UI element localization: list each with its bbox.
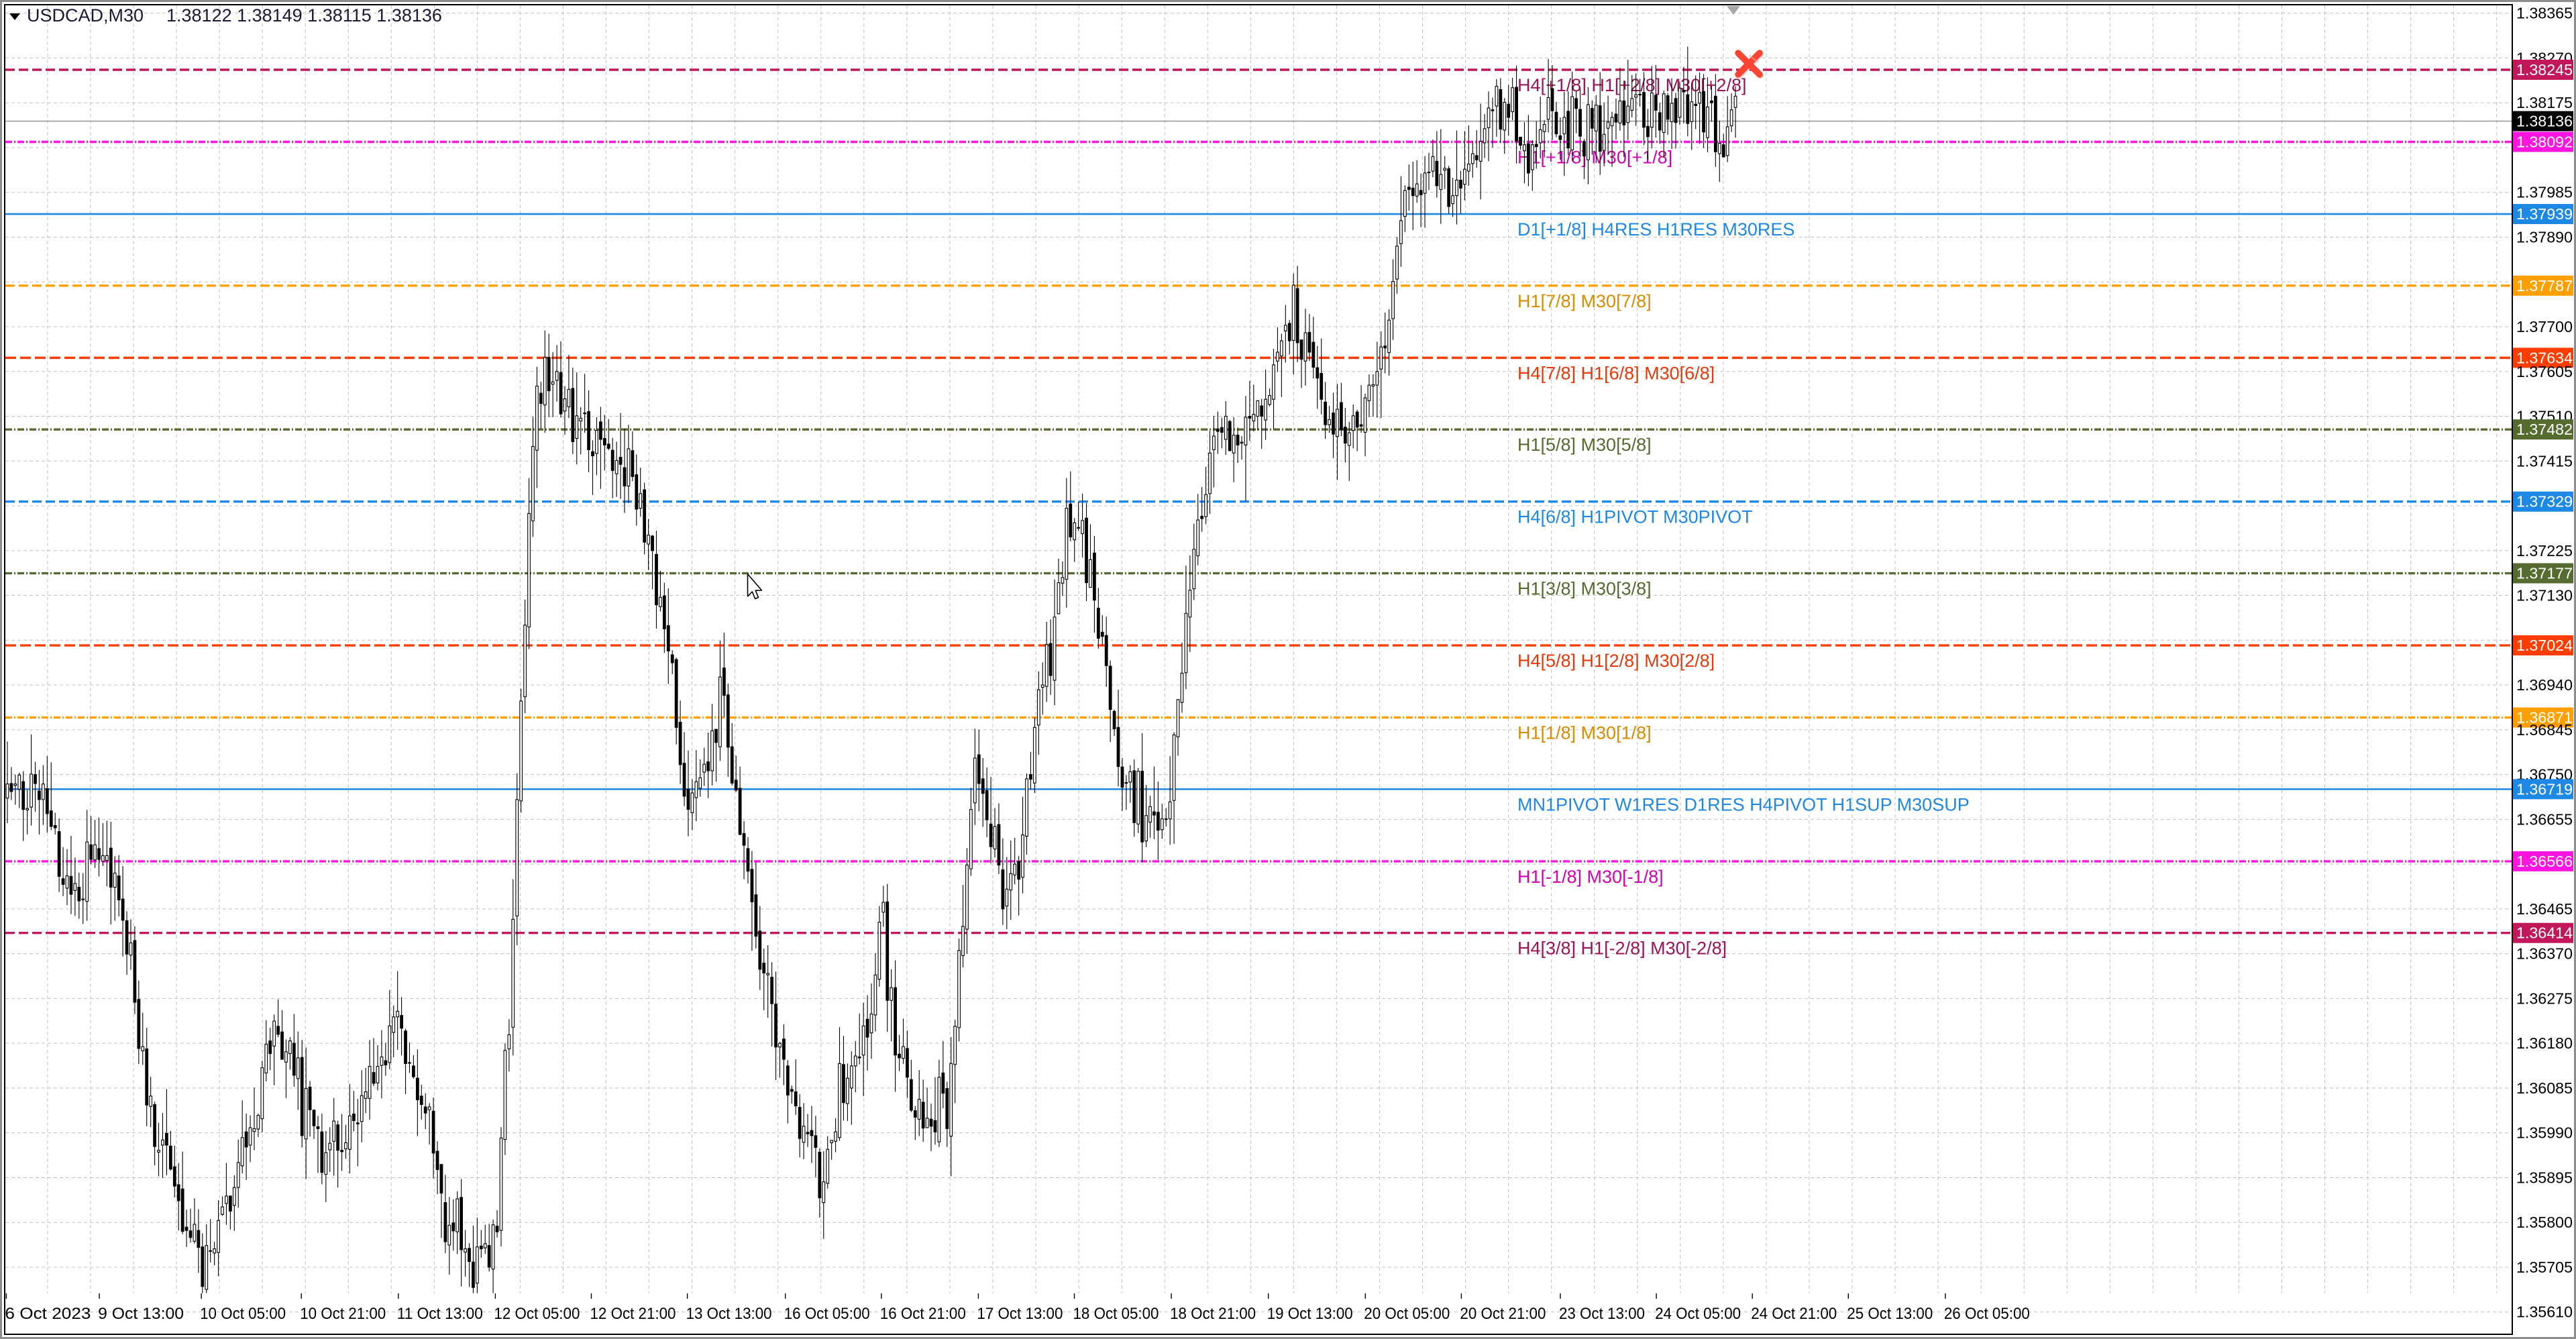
svg-text:1.35610: 1.35610 xyxy=(2516,1303,2573,1321)
svg-text:1.37177: 1.37177 xyxy=(2516,565,2573,582)
svg-text:1.37329: 1.37329 xyxy=(2516,493,2573,511)
svg-text:1.37482: 1.37482 xyxy=(2516,421,2573,438)
svg-text:1.35800: 1.35800 xyxy=(2516,1214,2573,1231)
svg-text:1.36370: 1.36370 xyxy=(2516,945,2573,963)
svg-text:1.38136: 1.38136 xyxy=(2516,113,2573,130)
svg-text:1.36940: 1.36940 xyxy=(2516,676,2573,694)
svg-text:1.36845: 1.36845 xyxy=(2516,721,2573,739)
svg-text:1.38365: 1.38365 xyxy=(2516,5,2573,22)
svg-text:1.36180: 1.36180 xyxy=(2516,1034,2573,1052)
svg-text:1.36655: 1.36655 xyxy=(2516,810,2573,828)
svg-text:1.37985: 1.37985 xyxy=(2516,184,2573,201)
svg-text:1.37415: 1.37415 xyxy=(2516,452,2573,470)
svg-text:1.37890: 1.37890 xyxy=(2516,228,2573,246)
svg-text:1.35895: 1.35895 xyxy=(2516,1169,2573,1186)
svg-text:1.37130: 1.37130 xyxy=(2516,587,2573,604)
svg-text:1.37787: 1.37787 xyxy=(2516,277,2573,294)
svg-text:1.36719: 1.36719 xyxy=(2516,780,2573,798)
svg-text:1.36566: 1.36566 xyxy=(2516,853,2573,870)
svg-text:1.37605: 1.37605 xyxy=(2516,363,2573,380)
svg-text:1.38175: 1.38175 xyxy=(2516,94,2573,111)
svg-text:1.37700: 1.37700 xyxy=(2516,318,2573,335)
svg-text:1.37225: 1.37225 xyxy=(2516,542,2573,559)
svg-text:1.38245: 1.38245 xyxy=(2516,61,2573,78)
svg-text:1.36275: 1.36275 xyxy=(2516,989,2573,1007)
svg-text:1.35990: 1.35990 xyxy=(2516,1124,2573,1142)
svg-text:1.35705: 1.35705 xyxy=(2516,1258,2573,1276)
svg-text:1.36085: 1.36085 xyxy=(2516,1079,2573,1097)
svg-text:1.36465: 1.36465 xyxy=(2516,900,2573,918)
svg-text:1.36414: 1.36414 xyxy=(2516,924,2573,942)
svg-text:1.38092: 1.38092 xyxy=(2516,133,2573,151)
svg-text:1.37024: 1.37024 xyxy=(2516,637,2573,654)
svg-text:1.37939: 1.37939 xyxy=(2516,205,2573,223)
